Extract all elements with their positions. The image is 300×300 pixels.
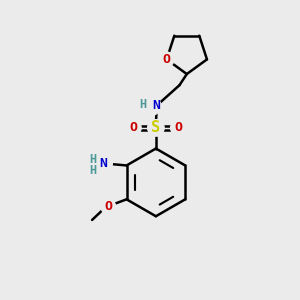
Circle shape — [101, 199, 116, 214]
Text: O: O — [130, 122, 138, 134]
Text: N: N — [99, 158, 107, 170]
Circle shape — [142, 96, 161, 115]
Text: H: H — [140, 98, 147, 111]
Circle shape — [148, 120, 164, 136]
Text: H: H — [90, 164, 97, 177]
Text: O: O — [174, 122, 182, 134]
Circle shape — [126, 121, 141, 135]
Text: N: N — [152, 99, 160, 112]
Text: S: S — [151, 120, 160, 135]
Circle shape — [88, 150, 112, 175]
Text: H: H — [90, 153, 97, 166]
Circle shape — [159, 52, 174, 67]
Text: O: O — [104, 200, 112, 213]
Circle shape — [171, 121, 185, 135]
Text: O: O — [163, 53, 171, 66]
